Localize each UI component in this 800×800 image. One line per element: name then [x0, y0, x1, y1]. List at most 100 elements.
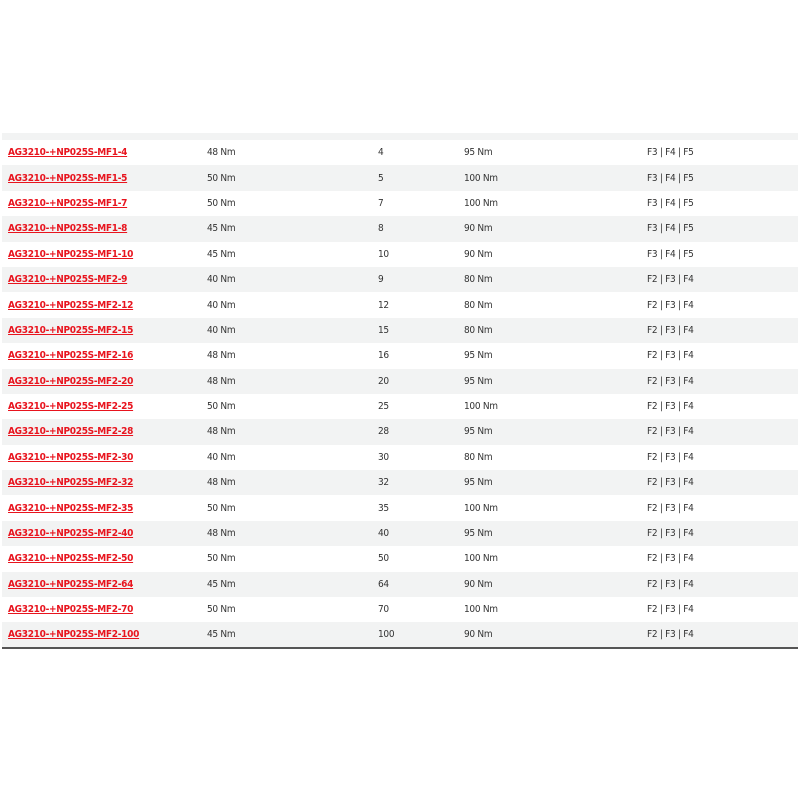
model-cell: AG3210-+NP025S-MF1-10 [2, 242, 207, 267]
table-row: AG3210-+NP025S-MF1-10 45 Nm 10 90 Nm F3 | F4… [2, 242, 798, 267]
table-row: AG3210-+NP025S-MF2-40 48 Nm 40 95 Nm F2 | F3… [2, 520, 798, 547]
model-link[interactable]: AG3210-+NP025S-MF1-7 [8, 197, 128, 209]
table-row: AG3210-+NP025S-MF2-30 40 Nm 30 80 Nm F2 | F3… [2, 445, 798, 470]
frame-cell: F2 | F3 | F4 [647, 401, 694, 413]
ratio-cell: 30 [378, 451, 389, 463]
frame-cell: F3 | F4 | F5 [647, 248, 694, 260]
frame-cell: F2 | F3 | F4 [647, 477, 694, 489]
model-link[interactable]: AG3210-+NP025S-MF2-25 [8, 401, 134, 413]
model-cell: AG3210-+NP025S-MF2-100 [2, 622, 207, 647]
model-link[interactable]: AG3210-+NP025S-MF2-40 [8, 528, 134, 540]
torque-cell: 50 Nm [207, 172, 236, 184]
max-torque-cell: 95 Nm [464, 477, 493, 489]
table-row: AG3210-+NP025S-MF1-8 45 Nm 8 90 Nm F3 | F4 |… [2, 216, 798, 242]
ratio-cell: 28 [378, 426, 389, 438]
frame-cell: F2 | F3 | F4 [647, 451, 694, 463]
table-header-strip [2, 133, 798, 140]
model-link[interactable]: AG3210-+NP025S-MF1-8 [8, 223, 128, 235]
max-torque-cell: 95 Nm [464, 350, 493, 362]
frame-cell: F2 | F3 | F4 [647, 528, 694, 540]
table-row: AG3210-+NP025S-MF2-35 50 Nm 35 100 Nm F2 | F… [2, 495, 798, 520]
model-link[interactable]: AG3210-+NP025S-MF2-30 [8, 451, 134, 463]
ratio-cell: 4 [378, 147, 384, 159]
ratio-cell: 35 [378, 502, 389, 514]
model-link[interactable]: AG3210-+NP025S-MF1-5 [8, 172, 128, 184]
frame-cell: F3 | F4 | F5 [647, 197, 694, 209]
max-torque-cell: 95 Nm [464, 528, 493, 540]
max-torque-cell: 80 Nm [464, 451, 493, 463]
ratio-cell: 64 [378, 578, 389, 590]
ratio-cell: 8 [378, 223, 384, 235]
frame-cell: F2 | F3 | F4 [647, 274, 694, 286]
max-torque-cell: 100 Nm [464, 197, 498, 209]
torque-cell: 40 Nm [207, 274, 236, 286]
frame-cell: F2 | F3 | F4 [647, 324, 694, 336]
model-cell: AG3210-+NP025S-MF2-30 [2, 445, 207, 470]
table-row: AG3210-+NP025S-MF2-9 40 Nm 9 80 Nm F2 | F3 |… [2, 266, 798, 293]
model-link[interactable]: AG3210-+NP025S-MF2-100 [8, 629, 140, 641]
max-torque-cell: 95 Nm [464, 426, 493, 438]
model-cell: AG3210-+NP025S-MF2-28 [2, 419, 207, 444]
max-torque-cell: 95 Nm [464, 147, 493, 159]
model-link[interactable]: AG3210-+NP025S-MF2-70 [8, 604, 134, 616]
table-row: AG3210-+NP025S-MF2-100 45 Nm 100 90 Nm F2 | … [2, 622, 798, 648]
ratio-cell: 50 [378, 553, 389, 565]
model-cell: AG3210-+NP025S-MF1-4 [2, 140, 207, 165]
model-link[interactable]: AG3210-+NP025S-MF2-9 [8, 274, 128, 286]
model-link[interactable]: AG3210-+NP025S-MF1-10 [8, 248, 134, 260]
ratio-cell: 70 [378, 604, 389, 616]
model-link[interactable]: AG3210-+NP025S-MF2-15 [8, 324, 134, 336]
ratio-cell: 25 [378, 401, 389, 413]
model-cell: AG3210-+NP025S-MF1-7 [2, 191, 207, 216]
torque-cell: 50 Nm [207, 197, 236, 209]
product-table-container: AG3210-+NP025S-MF1-4 48 Nm 4 95 Nm F3 | F4 |… [2, 133, 798, 649]
table-row: AG3210-+NP025S-MF2-16 48 Nm 16 95 Nm F2 | F3… [2, 343, 798, 368]
ratio-cell: 7 [378, 197, 384, 209]
max-torque-cell: 100 Nm [464, 553, 498, 565]
model-link[interactable]: AG3210-+NP025S-MF2-20 [8, 375, 134, 387]
model-link[interactable]: AG3210-+NP025S-MF2-35 [8, 502, 134, 514]
model-cell: AG3210-+NP025S-MF1-8 [2, 216, 207, 241]
model-link[interactable]: AG3210-+NP025S-MF2-64 [8, 578, 134, 590]
model-link[interactable]: AG3210-+NP025S-MF2-32 [8, 477, 134, 489]
frame-cell: F2 | F3 | F4 [647, 578, 694, 590]
frame-cell: F2 | F3 | F4 [647, 426, 694, 438]
product-table: AG3210-+NP025S-MF1-4 48 Nm 4 95 Nm F3 | F4 |… [2, 140, 798, 649]
torque-cell: 50 Nm [207, 401, 236, 413]
model-link[interactable]: AG3210-+NP025S-MF2-28 [8, 426, 134, 438]
model-cell: AG3210-+NP025S-MF2-70 [2, 597, 207, 622]
torque-cell: 40 Nm [207, 324, 236, 336]
torque-cell: 45 Nm [207, 248, 236, 260]
frame-cell: F2 | F3 | F4 [647, 553, 694, 565]
max-torque-cell: 80 Nm [464, 299, 493, 311]
model-link[interactable]: AG3210-+NP025S-MF1-4 [8, 147, 128, 159]
torque-cell: 45 Nm [207, 578, 236, 590]
torque-cell: 48 Nm [207, 375, 236, 387]
model-cell: AG3210-+NP025S-MF2-16 [2, 343, 207, 368]
model-link[interactable]: AG3210-+NP025S-MF2-12 [8, 299, 134, 311]
table-row: AG3210-+NP025S-MF2-28 48 Nm 28 95 Nm F2 | F3… [2, 419, 798, 445]
torque-cell: 45 Nm [207, 629, 236, 641]
model-cell: AG3210-+NP025S-MF1-5 [2, 165, 207, 190]
torque-cell: 40 Nm [207, 299, 236, 311]
frame-cell: F3 | F4 | F5 [647, 223, 694, 235]
max-torque-cell: 95 Nm [464, 375, 493, 387]
max-torque-cell: 100 Nm [464, 502, 498, 514]
torque-cell: 48 Nm [207, 477, 236, 489]
model-cell: AG3210-+NP025S-MF2-40 [2, 521, 207, 546]
model-cell: AG3210-+NP025S-MF2-12 [2, 292, 207, 317]
frame-cell: F2 | F3 | F4 [647, 375, 694, 387]
torque-cell: 45 Nm [207, 223, 236, 235]
model-link[interactable]: AG3210-+NP025S-MF2-50 [8, 553, 134, 565]
max-torque-cell: 100 Nm [464, 172, 498, 184]
ratio-cell: 5 [378, 172, 384, 184]
model-cell: AG3210-+NP025S-MF2-20 [2, 369, 207, 394]
table-row: AG3210-+NP025S-MF2-32 48 Nm 32 95 Nm F2 | F3… [2, 470, 798, 496]
ratio-cell: 20 [378, 375, 389, 387]
max-torque-cell: 100 Nm [464, 401, 498, 413]
ratio-cell: 12 [378, 299, 389, 311]
model-cell: AG3210-+NP025S-MF2-35 [2, 495, 207, 520]
model-link[interactable]: AG3210-+NP025S-MF2-16 [8, 350, 134, 362]
torque-cell: 48 Nm [207, 147, 236, 159]
max-torque-cell: 90 Nm [464, 223, 493, 235]
